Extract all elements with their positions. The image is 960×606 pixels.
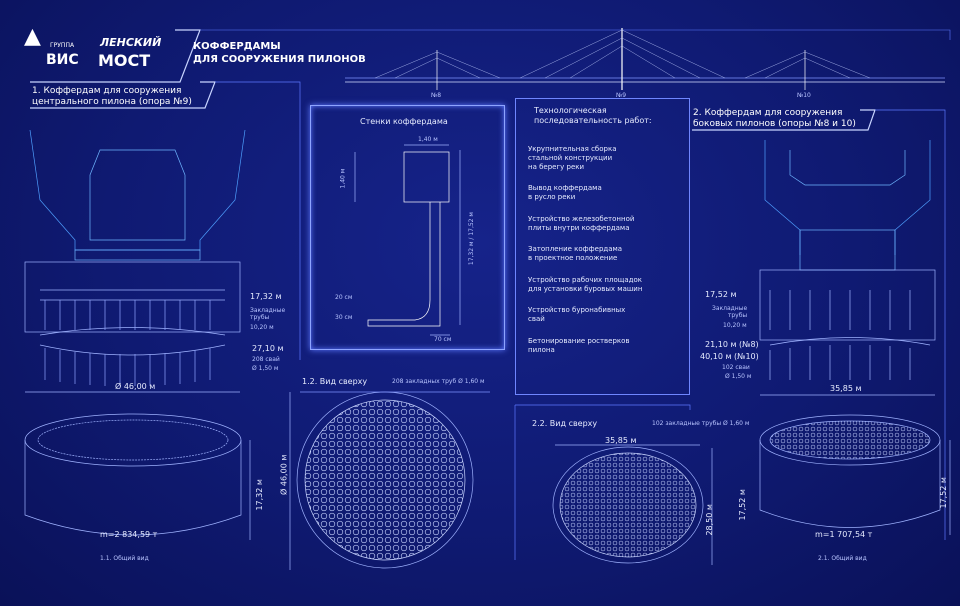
- sequence-step: Устройство железобетонной плиты внутри к…: [528, 214, 635, 232]
- pier-label-9: №9: [616, 92, 627, 99]
- s1-diameter: Ø 46,00 м: [115, 382, 156, 391]
- s2-mass: m=1 707,54 т: [815, 530, 873, 539]
- sequence-step: Бетонирование ростверков пилона: [528, 336, 630, 354]
- s1-piles-diameter: Ø 1,50 м: [252, 365, 279, 372]
- s2-top-width: 35,85 м: [605, 436, 637, 445]
- s2-top-pipes: 102 закладные трубы Ø 1,60 м: [652, 420, 750, 427]
- sequence-title: Технологическая последовательность работ…: [534, 106, 652, 125]
- sequence-step: Устройство буронабивных свай: [528, 306, 626, 323]
- side-pylon-elevation: [759, 140, 951, 535]
- walls-total-height: 17,32 м / 17,52 м: [467, 212, 475, 266]
- walls-dim-30: 30 см: [335, 314, 353, 321]
- lensky-text: ЛЕНСКИЙ: [100, 36, 162, 49]
- s1-top-diameter: Ø 46,00 м: [279, 454, 289, 495]
- s2-view-general-label: 2.1. Общий вид: [818, 555, 867, 562]
- s2-piles-count: 102 сваи: [722, 364, 750, 371]
- s1-pipes-value: 10,20 м: [250, 324, 274, 331]
- s1-top-pipes: 208 закладных труб Ø 1,60 м: [392, 378, 485, 385]
- page-title-line2: ДЛЯ СООРУЖЕНИЯ ПИЛОНОВ: [193, 54, 366, 65]
- s2-piles-length-8: 21,10 м (№8): [705, 340, 759, 349]
- s1-view-top-label: 1.2. Вид сверху: [302, 377, 368, 386]
- s2-top-side: 17,52 м: [737, 489, 747, 521]
- s2-piles-length-10: 40,10 м (№10): [700, 352, 759, 361]
- header-frame: [30, 29, 201, 83]
- pier-label-8: №8: [431, 92, 442, 99]
- sequence-step: Устройство рабочих площадок для установк…: [528, 275, 643, 293]
- sequence-step: Укрупнительная сборка стальной конструкц…: [528, 145, 617, 171]
- bridge-illustration: [345, 28, 945, 90]
- s2-pipes-label: Закладные трубы: [712, 305, 748, 320]
- walls-dim-70: 70 см: [434, 336, 452, 343]
- s2-width: 35,85 м: [830, 384, 862, 393]
- s1-piles-count: 208 свай: [252, 356, 280, 363]
- vis-text: ВИС: [46, 52, 79, 68]
- walls-width: 1,40 м: [418, 136, 438, 143]
- walls-panel: [310, 105, 505, 350]
- sequence-step: Затопление коффердама в проектное положе…: [528, 245, 623, 262]
- sequence-step: Вывод коффердама в русло реки: [528, 184, 602, 201]
- s2-dim-height: 17,52 м: [705, 290, 737, 299]
- pier-label-10: №10: [797, 92, 811, 99]
- section2-title-line1: 2. Коффердам для сооружения: [693, 108, 843, 118]
- section1-title-line1: 1. Коффердам для сооружения: [32, 86, 182, 96]
- sequence-panel: [515, 98, 690, 395]
- s1-piles-length: 27,10 м: [252, 344, 284, 353]
- top-view-side: [514, 404, 713, 565]
- section2-title-line2: боковых пилонов (опоры №8 и 10): [693, 119, 856, 129]
- s2-piles-diameter: Ø 1,50 м: [725, 373, 752, 380]
- piles-left: [44, 300, 211, 386]
- top-view-central: [289, 391, 490, 570]
- s1-view-general-label: 1.1. Общий вид: [100, 555, 149, 562]
- s1-dim-height: 17,32 м: [250, 292, 282, 301]
- s1-height: 17,32 м: [254, 479, 264, 511]
- vis-group-text: ГРУППА: [50, 42, 75, 49]
- s1-mass: m=2 834,59 т: [100, 530, 158, 539]
- s2-height: 17,52 м: [938, 477, 948, 509]
- most-text: МОСТ: [98, 51, 151, 70]
- s2-top-height: 28,50 м: [704, 504, 714, 536]
- vis-logo-mark: ▲: [24, 24, 41, 49]
- walls-dim-20: 20 см: [335, 294, 353, 301]
- s2-pipes-value: 10,20 м: [723, 322, 747, 329]
- s1-pipes-label: Закладные трубы: [250, 307, 286, 322]
- s2-view-top-label: 2.2. Вид сверху: [532, 419, 598, 428]
- section1-title-line2: центрального пилона (опора №9): [32, 97, 192, 107]
- sequence-steps: Укрупнительная сборка стальной конструкц…: [528, 145, 678, 367]
- page-title-line1: КОФФЕРДАМЫ: [193, 41, 281, 52]
- walls-top-height: 1,40 м: [339, 168, 347, 189]
- central-pylon-elevation: [24, 129, 251, 540]
- wall-section-drawing: [354, 144, 461, 336]
- walls-title: Стенки коффердама: [360, 117, 448, 126]
